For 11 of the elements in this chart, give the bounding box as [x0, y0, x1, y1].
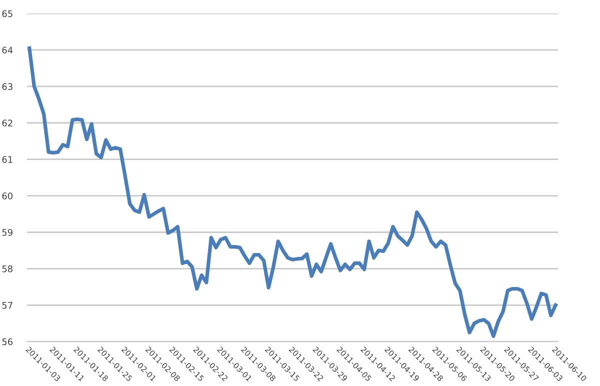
y-tick-label: 59: [2, 228, 12, 236]
y-tick-label: 61: [2, 156, 12, 163]
y-tick-label: 57: [2, 302, 12, 309]
y-tick-label: 63: [2, 83, 12, 90]
y-tick-label: 64: [2, 46, 13, 54]
line-series: [28, 46, 558, 338]
y-tick-label: 58: [2, 265, 12, 272]
y-tick-label: 56: [2, 338, 13, 346]
y-tick-label: 65: [2, 10, 12, 18]
y-tick-label: 60: [2, 192, 13, 200]
y-tick-label: 62: [2, 120, 12, 126]
